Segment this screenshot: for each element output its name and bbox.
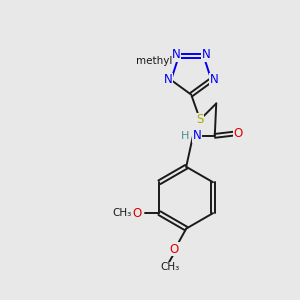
- Text: S: S: [196, 113, 204, 126]
- Text: O: O: [133, 207, 142, 220]
- Text: N: N: [193, 129, 202, 142]
- Text: N: N: [164, 74, 172, 86]
- Text: N: N: [202, 48, 210, 61]
- Text: H: H: [181, 131, 189, 141]
- Text: CH₃: CH₃: [160, 262, 180, 272]
- Text: N: N: [210, 74, 219, 86]
- Text: O: O: [170, 243, 179, 256]
- Text: methyl: methyl: [136, 56, 172, 66]
- Text: O: O: [234, 127, 243, 140]
- Text: CH₃: CH₃: [112, 208, 132, 218]
- Text: N: N: [172, 48, 181, 61]
